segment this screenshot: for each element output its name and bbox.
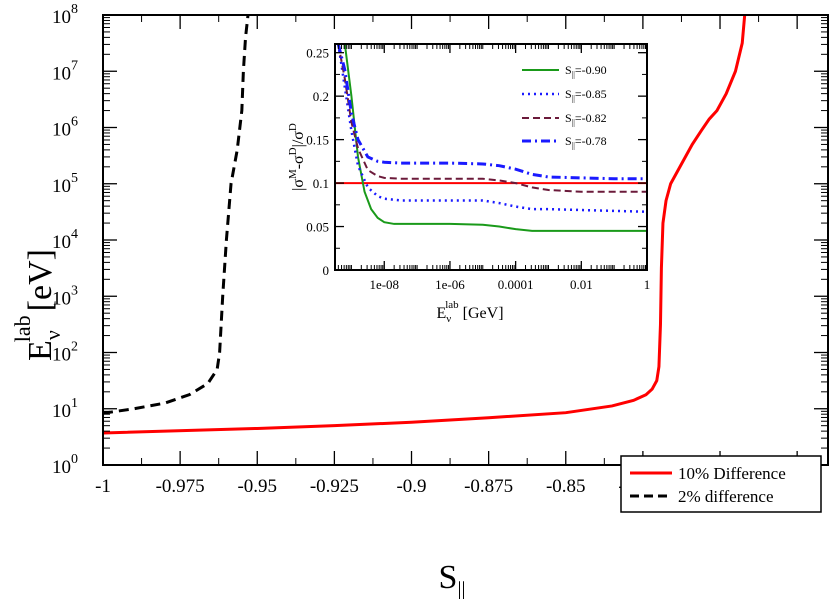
main-x-axis-label: S|| [439, 559, 466, 599]
main-x-tick-label: -0.925 [310, 476, 359, 497]
main-x-label-main: S [439, 559, 458, 596]
inset-series-line-1 [337, 44, 647, 214]
inset-y-label-part-3: -σ [290, 155, 307, 169]
main-y-tick-label: 105 [52, 171, 78, 197]
inset-legend-s-090: S [565, 63, 572, 77]
main-x-tick-label: -0.85 [546, 476, 586, 497]
main-plot: -1-0.975-0.95-0.925-0.9-0.875-0.85-0.825… [10, 2, 829, 599]
inset-legend-val-085: =-0.85 [575, 87, 607, 101]
inset-legend-label-085: S||=-0.85 [565, 87, 607, 103]
inset-x-label-sub: ν [446, 313, 451, 325]
main-y-label-sub: ν [40, 330, 65, 340]
inset-x-tick-label: 0.01 [570, 277, 593, 292]
inset-legend-val-082: =-0.82 [575, 111, 607, 125]
inset-legend-s-085: S [565, 87, 572, 101]
legend-label-2pct: 2% difference [678, 487, 774, 506]
inset-x-tick-label: 1e-08 [369, 277, 399, 292]
inset-y-tick-label: 0 [323, 263, 330, 278]
main-y-tick-label: 102 [52, 340, 78, 366]
main-y-label-main: E [22, 340, 59, 361]
inset-legend-s-082: S [565, 111, 572, 125]
inset-y-label-part-5: |/σ [290, 131, 307, 148]
main-x-tick-label: -1 [95, 476, 111, 497]
main-x-tick-label: -0.9 [396, 476, 426, 497]
main-y-tick-label: 104 [52, 227, 78, 253]
main-series-line-1 [103, 15, 250, 415]
main-y-tick-label: 101 [52, 396, 78, 422]
inset-y-ticks: 0 0.05 0.1 0.15 0.2 0.25 [306, 46, 647, 278]
inset-series-line-2 [337, 44, 647, 193]
inset-x-axis-label: Eν lab [GeV] [436, 299, 503, 325]
inset-legend-label-078: S||=-0.78 [565, 134, 607, 150]
inset-x-tick-label: 0.0001 [498, 277, 534, 292]
main-legend-box [620, 455, 822, 513]
inset-series-line-3 [336, 44, 647, 181]
inset-series-line-0 [343, 44, 647, 232]
main-y-tick-label: 106 [52, 115, 78, 141]
inset-y-tick-label: 0.15 [306, 133, 329, 148]
inset-legend-label-082: S||=-0.82 [565, 111, 607, 127]
inset-legend-sub-090: || [572, 70, 575, 79]
inset-y-tick-label: 0.2 [313, 89, 329, 104]
inset-background [335, 44, 647, 270]
inset-legend: S||=-0.90 S||=-0.85 S||=-0.82 S||=-0.78 [522, 63, 607, 150]
main-y-tick-label: 107 [52, 58, 78, 84]
inset-plot-frame [334, 43, 648, 271]
legend-label-10pct: 10% Difference [678, 464, 786, 483]
main-series-line-0 [103, 15, 747, 435]
inset-y-label-part-6: D [287, 123, 299, 131]
inset-x-label-sup: lab [445, 299, 459, 311]
inset-y-axis-label: |σM-σD|/σD [287, 123, 307, 191]
inset-legend-val-090: =-0.90 [575, 63, 607, 77]
main-y-ticks: 100 101 102 103 104 105 106 107 108 [52, 2, 828, 478]
main-y-label-sup: lab [10, 315, 35, 342]
main-y-tick-label: 100 [52, 452, 78, 478]
inset-legend-val-078: =-0.78 [575, 134, 607, 148]
inset-x-tick-label: 1e-06 [435, 277, 465, 292]
inset-y-tick-label: 0.25 [306, 46, 329, 61]
inset-y-label-part-2: M [287, 169, 299, 179]
inset-legend-sub-078: || [572, 141, 575, 150]
main-x-tick-label: -0.95 [237, 476, 277, 497]
inset-x-label-unit: [GeV] [459, 305, 504, 322]
inset-legend-s-078: S [565, 134, 572, 148]
inset-y-tick-label: 0.1 [313, 176, 329, 191]
inset-y-label-part-4: D [287, 147, 299, 155]
inset-plot: 1e-08 1e-06 0.0001 0.01 1 0 0.05 0.1 0.15 0.2 0.2… [287, 43, 651, 325]
main-x-tick-label: -0.975 [156, 476, 205, 497]
inset-x-tick-label: 1 [644, 277, 651, 292]
inset-x-ticks: 1e-08 1e-06 0.0001 0.01 1 [337, 44, 651, 292]
main-x-label-sub: || [457, 578, 465, 599]
inset-legend-sub-085: || [572, 94, 575, 103]
inset-legend-sub-082: || [572, 118, 575, 127]
main-y-axis-label: Eνlab [eV] [10, 249, 65, 361]
main-series-group [103, 15, 747, 435]
main-y-tick-label: 103 [52, 283, 78, 309]
main-y-tick-label: 108 [52, 2, 78, 28]
main-legend: 10% Difference 2% difference [620, 455, 822, 513]
main-x-tick-label: -0.875 [464, 476, 513, 497]
inset-legend-label-090: S||=-0.90 [565, 63, 607, 79]
inset-y-label-part-1: |σ [290, 179, 307, 191]
inset-series-group [335, 44, 647, 232]
main-y-label-unit: [eV] [22, 249, 59, 311]
inset-y-tick-label: 0.05 [306, 220, 329, 235]
inset-x-label-main: E [436, 305, 446, 322]
